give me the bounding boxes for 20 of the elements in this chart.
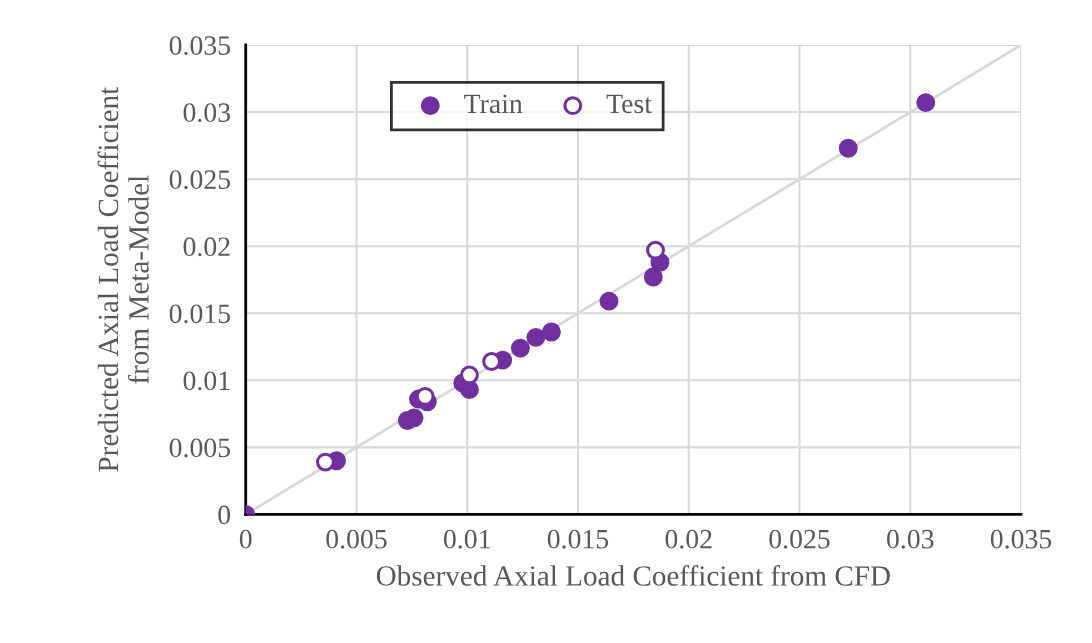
x-tick-label: 0.01 xyxy=(443,529,490,549)
x-tick-label: 0.025 xyxy=(769,529,830,549)
x-tick-label: 0.03 xyxy=(887,529,934,549)
y-tick-label: 0.035 xyxy=(169,36,231,56)
x-tick-label: 0.02 xyxy=(665,529,712,549)
y-tick-label: 0 xyxy=(218,505,231,525)
y-tick-label: 0.015 xyxy=(169,304,231,324)
y-tick-label: 0.025 xyxy=(169,170,231,190)
y-tick-label: 0.02 xyxy=(183,237,230,257)
legend-label: Train xyxy=(464,94,523,114)
x-tick-label: 0.015 xyxy=(547,529,609,549)
legend-label: Test xyxy=(606,94,652,114)
x-tick-label: 0.005 xyxy=(326,529,387,549)
x-axis-title: Observed Axial Load Coefficient from CFD xyxy=(376,564,890,586)
y-tick-label: 0.03 xyxy=(183,103,231,123)
x-tick-label: 0 xyxy=(239,529,252,549)
x-tick-label: 0.035 xyxy=(990,529,1052,549)
y-tick-label: 0.01 xyxy=(183,371,230,391)
y-axis-title: Predicted Axial Load Coefficient from Meta-Model xyxy=(97,86,149,472)
y-tick-label: 0.005 xyxy=(169,438,231,458)
